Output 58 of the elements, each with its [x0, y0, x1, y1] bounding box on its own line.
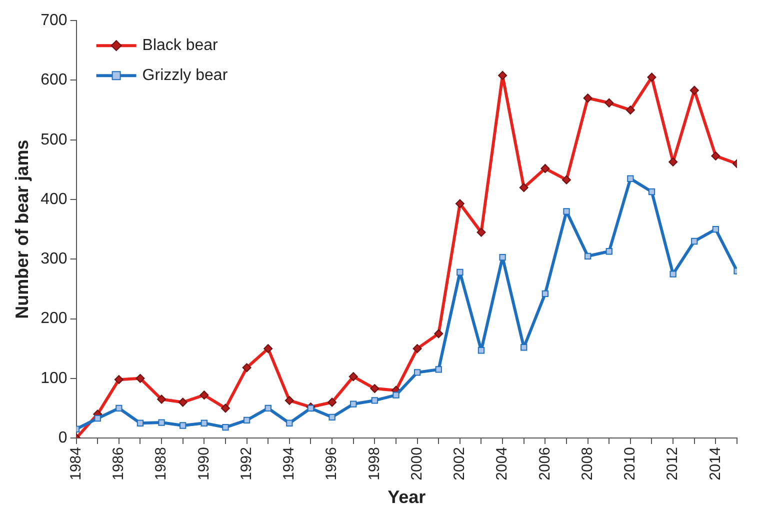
point: [94, 415, 101, 422]
point: [542, 290, 549, 298]
point: [563, 208, 570, 215]
x-tick-label: 2006: [536, 447, 554, 480]
x-tick-label: 2000: [408, 447, 426, 480]
point: [307, 404, 314, 412]
y-axis-title: Number of bear jams: [12, 140, 32, 319]
point: [264, 404, 272, 412]
point: [286, 420, 293, 426]
x-axis-title: Year: [388, 487, 426, 508]
point: [478, 347, 485, 354]
y-tick-label: 100: [40, 370, 68, 387]
point: [435, 366, 442, 373]
x-tick-label: 1994: [280, 447, 298, 480]
point: [691, 238, 698, 245]
x-tick-label: 1990: [195, 447, 212, 480]
x-tick-label: 2004: [494, 447, 511, 480]
point: [116, 404, 122, 412]
y-tick-label: 700: [40, 12, 68, 30]
x-tick-label: 1988: [152, 447, 170, 480]
point: [627, 175, 634, 182]
point: [200, 420, 208, 426]
point: [243, 416, 250, 424]
y-tick-label: 200: [40, 310, 68, 328]
point: [136, 420, 144, 426]
legend-label: Grizzly bear: [142, 67, 228, 84]
x-tick-label: 1998: [366, 447, 383, 480]
point: [520, 344, 528, 351]
y-tick-label: 500: [40, 131, 68, 148]
point: [222, 424, 229, 431]
x-tick-label: 2012: [664, 447, 682, 480]
x-tick-label: 2014: [706, 447, 724, 480]
point: [328, 414, 336, 420]
point: [584, 252, 592, 260]
point: [414, 369, 421, 376]
point: [350, 400, 357, 408]
legend-label: Black bear: [142, 37, 219, 54]
x-tick-label: 2010: [622, 447, 639, 480]
point: [499, 254, 506, 261]
x-tick-label: 1996: [323, 447, 340, 480]
point: [712, 226, 720, 233]
x-tick-label: 1984: [67, 447, 84, 480]
point: [392, 392, 400, 398]
point: [371, 397, 378, 404]
y-tick-label: 300: [40, 250, 68, 268]
point: [670, 270, 676, 278]
x-tick-label: 1992: [238, 447, 255, 480]
point: [456, 268, 464, 276]
x-tick-label: 2002: [451, 447, 468, 480]
y-tick-label: 600: [40, 72, 68, 89]
x-tick-label: 1986: [110, 447, 128, 480]
point: [158, 419, 165, 426]
point: [180, 422, 186, 429]
x-tick-label: 2008: [578, 447, 596, 480]
point: [648, 188, 656, 196]
y-tick-label: 400: [40, 190, 68, 208]
point: [606, 248, 612, 255]
y-tick-label: 0: [58, 429, 68, 446]
